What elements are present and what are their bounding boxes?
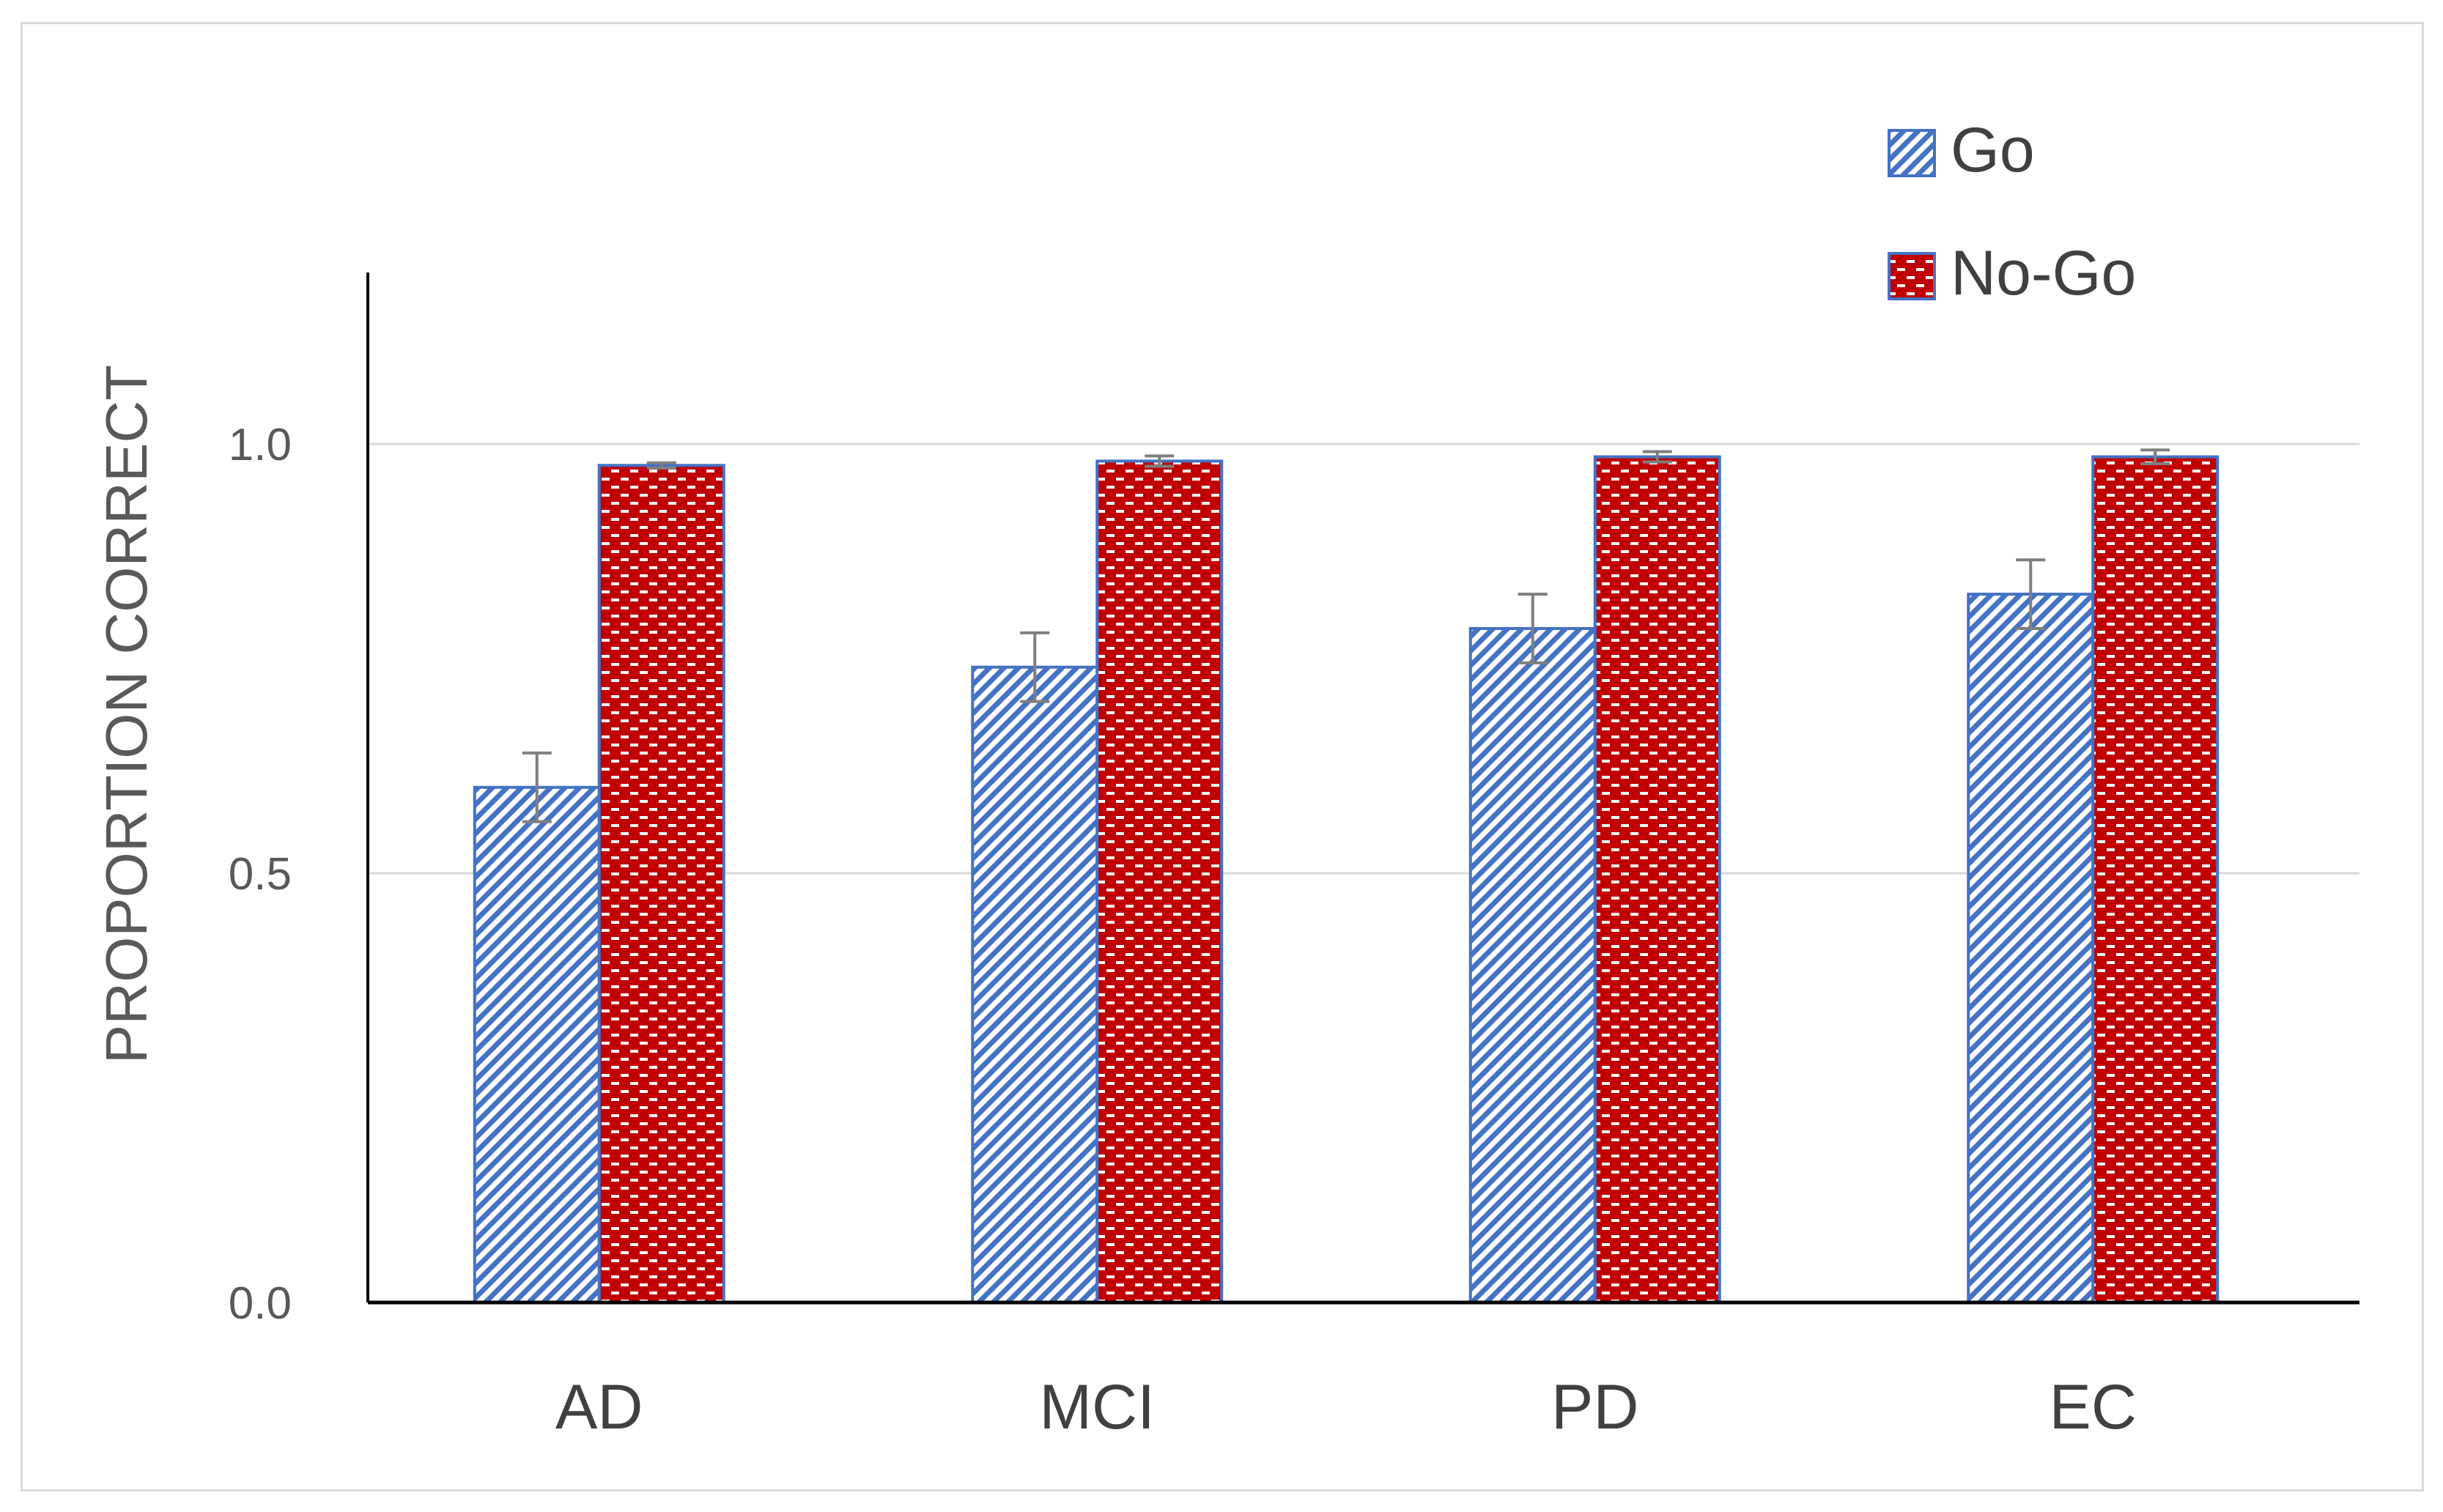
bar-no-go-mci	[1095, 459, 1224, 1305]
legend-swatch-no-go	[1888, 252, 1936, 300]
x-category-label: MCI	[1039, 1372, 1155, 1442]
x-category-label: PD	[1551, 1372, 1638, 1442]
y-tick-label: 1.0	[229, 420, 292, 470]
bar-go-ad	[473, 785, 601, 1305]
legend: Go No-Go	[1888, 115, 2136, 308]
y-tick-label: 0.0	[229, 1278, 292, 1329]
legend-label-no-go: No-Go	[1951, 238, 2136, 308]
bar-no-go-ad	[597, 464, 725, 1304]
axes	[366, 273, 2359, 1305]
bar-go-pd	[1468, 626, 1597, 1304]
bar-no-go-ec	[2091, 455, 2220, 1305]
error-bars	[522, 448, 2170, 823]
x-category-label: EC	[2050, 1372, 2137, 1442]
bars	[473, 455, 2220, 1305]
legend-label-go: Go	[1951, 115, 2035, 185]
y-axis-title: PROPORTION CORRECT	[94, 365, 159, 1064]
x-category-label: AD	[555, 1372, 643, 1442]
bar-no-go-pd	[1593, 455, 1721, 1305]
labels: 0.0 0.5 1.0 AD MCI PD EC PROPORTION CORRECT	[94, 365, 2137, 1442]
legend-swatch-go	[1888, 129, 1936, 177]
y-tick-label: 0.5	[229, 849, 292, 900]
bar-go-mci	[971, 665, 1099, 1304]
bar-go-ec	[1967, 593, 2095, 1304]
